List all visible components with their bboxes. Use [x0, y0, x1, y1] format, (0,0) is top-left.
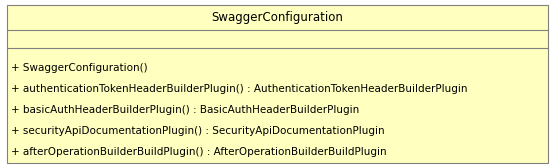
Text: + authenticationTokenHeaderBuilderPlugin() : AuthenticationTokenHeaderBuilderPlu: + authenticationTokenHeaderBuilderPlugin…: [11, 84, 468, 94]
Text: + afterOperationBuilderBuildPlugin() : AfterOperationBuilderBuildPlugin: + afterOperationBuilderBuildPlugin() : A…: [11, 148, 387, 157]
Text: + basicAuthHeaderBuilderPlugin() : BasicAuthHeaderBuilderPlugin: + basicAuthHeaderBuilderPlugin() : Basic…: [11, 105, 359, 115]
Text: + securityApiDocumentationPlugin() : SecurityApiDocumentationPlugin: + securityApiDocumentationPlugin() : Sec…: [11, 126, 385, 136]
Text: + SwaggerConfiguration(): + SwaggerConfiguration(): [11, 63, 148, 73]
Text: SwaggerConfiguration: SwaggerConfiguration: [211, 11, 344, 24]
